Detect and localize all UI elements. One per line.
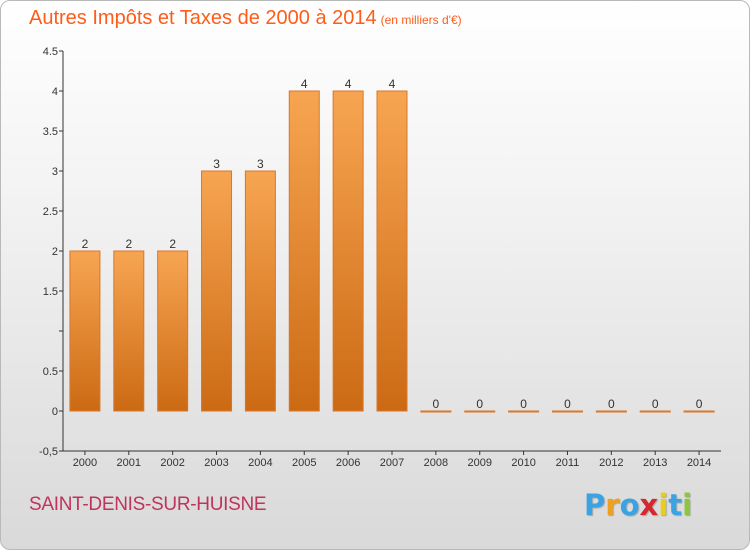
data-label-2007: 4 [389, 77, 396, 91]
x-tick-label-2005: 2005 [292, 457, 316, 469]
bar-2013 [639, 410, 671, 413]
proxiti-logo: Proxiti [584, 488, 692, 522]
bar-2000 [69, 250, 101, 412]
x-tick-label-2013: 2013 [643, 457, 667, 469]
logo-letter: t [668, 488, 683, 522]
y-tick-label: 1.5 [43, 286, 58, 298]
data-label-2001: 2 [125, 237, 132, 251]
chart-subtitle: (en milliers d'€) [380, 13, 462, 27]
logo-letter: o [619, 488, 640, 522]
data-label-2014: 0 [696, 397, 703, 411]
data-label-2000: 2 [82, 237, 89, 251]
data-label-2006: 4 [345, 77, 352, 91]
data-label-2008: 0 [433, 397, 440, 411]
data-label-2010: 0 [520, 397, 527, 411]
bar-2014 [683, 410, 715, 413]
x-tick-label-2008: 2008 [424, 457, 448, 469]
logo-letter: r [605, 488, 620, 522]
y-tick-label: 2 [52, 246, 58, 258]
x-tick-label-2007: 2007 [380, 457, 404, 469]
y-tick-label: -0,5 [39, 446, 58, 458]
y-tick-label: 2.5 [43, 206, 58, 218]
data-label-2013: 0 [652, 397, 659, 411]
data-label-2003: 3 [213, 157, 220, 171]
commune-name: SAINT-DENIS-SUR-HUISNE [29, 494, 267, 515]
y-tick-label: 3 [52, 166, 58, 178]
bar-2003 [201, 170, 233, 412]
data-label-2002: 2 [169, 237, 176, 251]
x-tick-label-2012: 2012 [599, 457, 623, 469]
x-tick-label-2002: 2002 [160, 457, 184, 469]
x-tick-label-2006: 2006 [336, 457, 360, 469]
y-tick-label: 0 [52, 406, 58, 418]
x-tick-label-2003: 2003 [204, 457, 228, 469]
bar-2009 [464, 410, 496, 413]
data-label-2012: 0 [608, 397, 615, 411]
bar-2007 [376, 90, 408, 412]
data-label-2011: 0 [564, 397, 571, 411]
y-tick-label: 4.5 [43, 46, 58, 58]
x-tick-label-2014: 2014 [687, 457, 711, 469]
bar-2012 [595, 410, 627, 413]
y-tick-label: 3.5 [43, 126, 58, 138]
data-label-2005: 4 [301, 77, 308, 91]
bar-2008 [420, 410, 452, 413]
logo-letter: i [658, 488, 669, 522]
chart-title-text: Autres Impôts et Taxes de 2000 à 2014 [29, 7, 377, 29]
bar-2001 [113, 250, 145, 412]
bar-2006 [332, 90, 364, 412]
bar-2005 [288, 90, 320, 412]
chart-title: Autres Impôts et Taxes de 2000 à 2014 (en… [29, 7, 462, 30]
logo-letter: x [639, 488, 659, 522]
bar-2002 [157, 250, 189, 412]
bar-2011 [551, 410, 583, 413]
logo-letter: P [584, 488, 606, 522]
x-tick-label-2010: 2010 [511, 457, 535, 469]
y-tick-label: 0.5 [43, 366, 58, 378]
x-tick-label-2004: 2004 [248, 457, 272, 469]
logo-letter: i [682, 488, 693, 522]
y-tick-label: 4 [52, 86, 58, 98]
data-label-2004: 3 [257, 157, 264, 171]
data-label-2009: 0 [476, 397, 483, 411]
x-tick-label-2009: 2009 [467, 457, 491, 469]
x-tick-label-2001: 2001 [117, 457, 141, 469]
x-tick-label-2000: 2000 [73, 457, 97, 469]
bar-2010 [508, 410, 540, 413]
x-tick-label-2011: 2011 [556, 457, 580, 469]
bar-2004 [244, 170, 276, 412]
chart-bars: 2 2 2 3 3 4 4 4 0 0 0 0 0 0 0 [69, 77, 715, 413]
